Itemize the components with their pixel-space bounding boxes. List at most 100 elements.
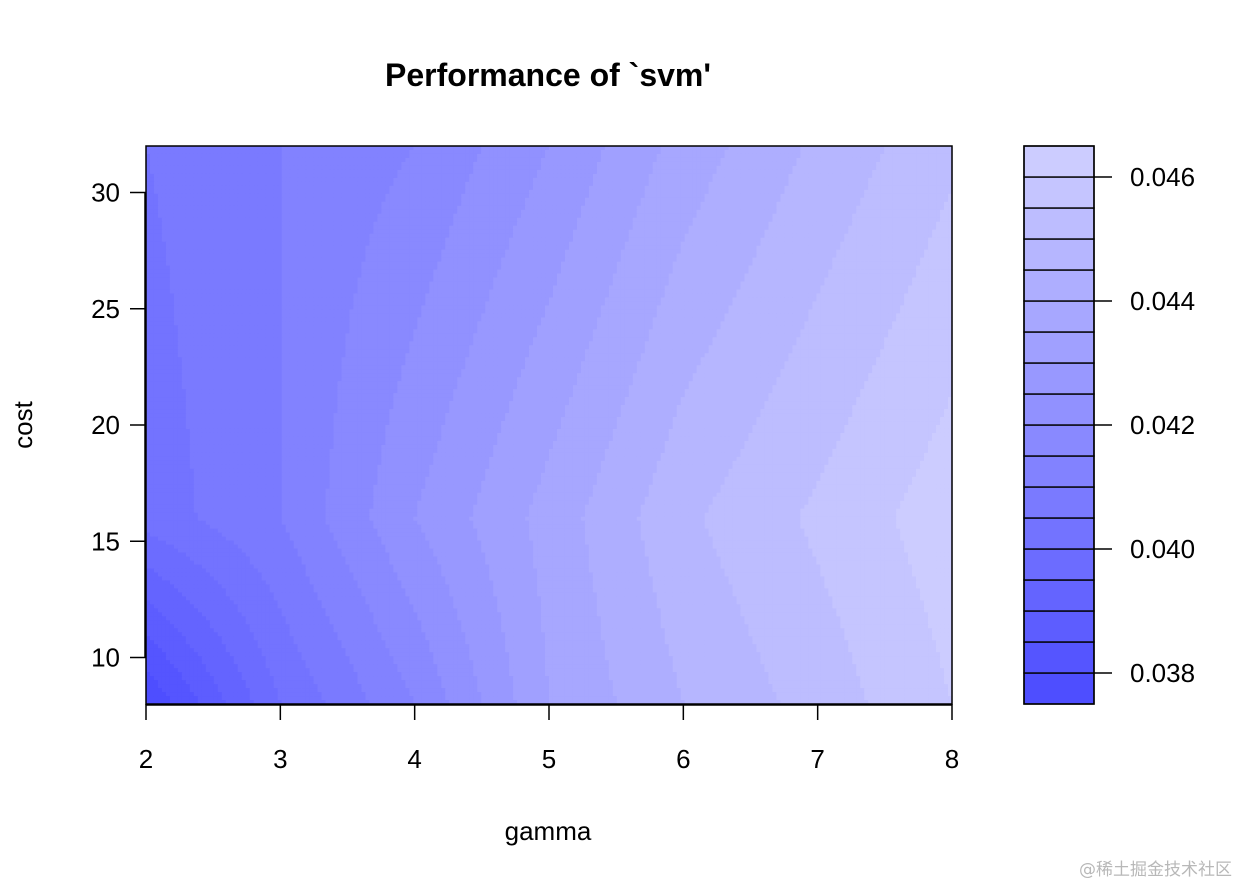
contour-cell (573, 218, 578, 223)
contour-cell (373, 190, 378, 195)
contour-cell (322, 226, 327, 231)
contour-cell (764, 202, 769, 207)
contour-cell (924, 178, 929, 183)
contour-cell (749, 182, 754, 187)
contour-cell (429, 166, 434, 171)
contour-cell (190, 166, 195, 171)
contour-cell (393, 194, 398, 199)
contour-cell (481, 210, 486, 215)
contour-cell (314, 162, 319, 167)
contour-cell (429, 186, 434, 191)
contour-cell (561, 230, 566, 235)
contour-cell (397, 166, 402, 171)
contour-cell (896, 170, 901, 175)
contour-cell (457, 234, 462, 239)
contour-cell (302, 162, 307, 167)
contour-cell (334, 170, 339, 175)
contour-cell (493, 154, 498, 159)
contour-cell (154, 226, 159, 231)
contour-cell (513, 222, 518, 227)
contour-cell (936, 194, 941, 199)
contour-cell (856, 234, 861, 239)
contour-cell (222, 206, 227, 211)
contour-cell (365, 234, 370, 239)
contour-cell (944, 202, 949, 207)
contour-cell (808, 218, 813, 223)
contour-cell (709, 182, 714, 187)
contour-cell (749, 210, 754, 215)
contour-cell (198, 154, 203, 159)
contour-cell (577, 158, 582, 163)
contour-cell (294, 230, 299, 235)
contour-cell (266, 242, 271, 247)
contour-cell (381, 222, 386, 227)
contour-cell (461, 158, 466, 163)
contour-cell (637, 194, 642, 199)
contour-cell (617, 162, 622, 167)
contour-cell (525, 186, 530, 191)
contour-cell (393, 170, 398, 175)
contour-cell (178, 190, 183, 195)
contour-cell (625, 182, 630, 187)
contour-cell (262, 162, 267, 167)
contour-cell (445, 238, 450, 243)
contour-cell (361, 194, 366, 199)
contour-cell (920, 150, 925, 155)
contour-cell (625, 226, 630, 231)
contour-cell (745, 194, 750, 199)
contour-cell (613, 238, 618, 243)
contour-cell (856, 182, 861, 187)
contour-cell (413, 230, 418, 235)
contour-cell (302, 186, 307, 191)
contour-cell (170, 158, 175, 163)
contour-cell (377, 202, 382, 207)
contour-cell (641, 170, 646, 175)
contour-cell (377, 178, 382, 183)
contour-cell (310, 150, 315, 155)
contour-cell (792, 186, 797, 191)
contour-cell (880, 166, 885, 171)
contour-cell (306, 186, 311, 191)
contour-cell (800, 210, 805, 215)
contour-cell (693, 162, 698, 167)
contour-cell (741, 222, 746, 227)
contour-cell (928, 194, 933, 199)
contour-cell (653, 190, 658, 195)
contour-cell (150, 182, 155, 187)
contour-cell (840, 226, 845, 231)
contour-cell (270, 206, 275, 211)
contour-cell (158, 194, 163, 199)
contour-cell (405, 158, 410, 163)
contour-cell (162, 234, 167, 239)
contour-cell (258, 154, 263, 159)
contour-cell (254, 226, 259, 231)
contour-cell (350, 206, 355, 211)
contour-cell (469, 238, 474, 243)
contour-cell (421, 150, 426, 155)
contour-cell (928, 202, 933, 207)
contour-cell (393, 226, 398, 231)
contour-cell (226, 186, 231, 191)
contour-cell (836, 198, 841, 203)
contour-cell (872, 174, 877, 179)
contour-cell (717, 162, 722, 167)
contour-cell (820, 230, 825, 235)
contour-cell (733, 214, 738, 219)
contour-cell (441, 218, 446, 223)
contour-cell (880, 238, 885, 243)
contour-cell (733, 210, 738, 215)
contour-cell (916, 186, 921, 191)
contour-cell (170, 238, 175, 243)
contour-cell (346, 178, 351, 183)
contour-cell (733, 166, 738, 171)
contour-cell (174, 170, 179, 175)
contour-cell (784, 154, 789, 159)
contour-cell (760, 166, 765, 171)
contour-cell (617, 166, 622, 171)
contour-cell (848, 182, 853, 187)
contour-cell (290, 154, 295, 159)
contour-cell (804, 214, 809, 219)
contour-cell (298, 186, 303, 191)
contour-cell (784, 174, 789, 179)
contour-cell (729, 214, 734, 219)
